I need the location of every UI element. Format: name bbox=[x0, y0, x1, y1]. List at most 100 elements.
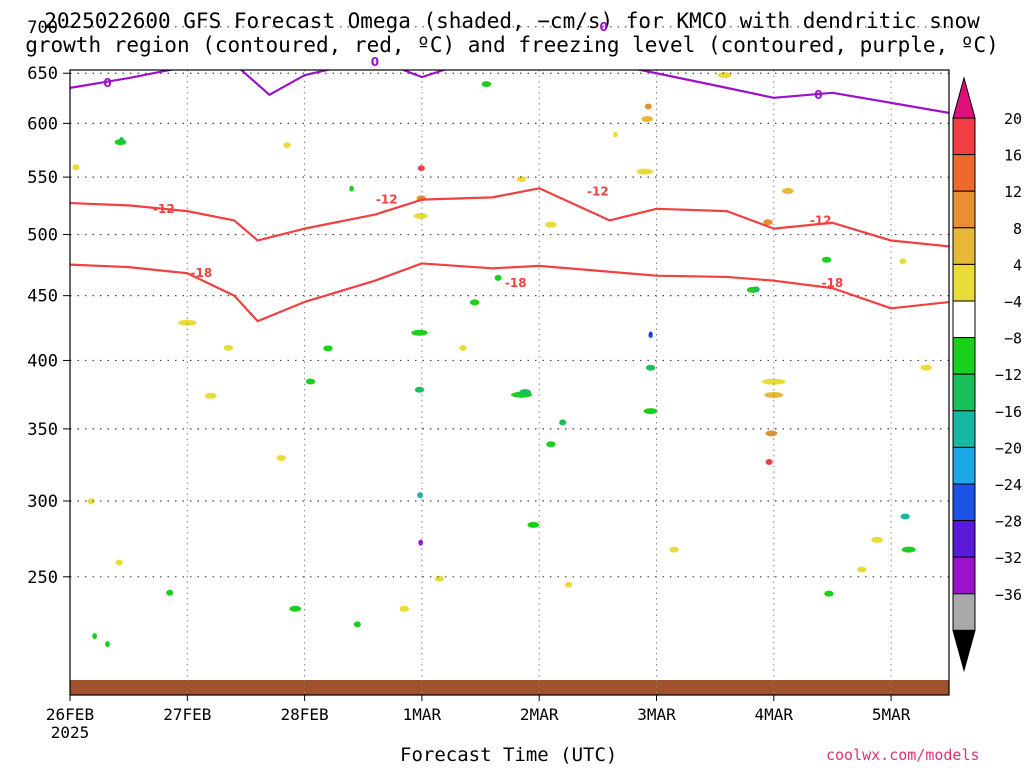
omega-cell bbox=[648, 331, 653, 338]
colorbar-swatch bbox=[952, 483, 976, 522]
grid-lines bbox=[69, 26, 949, 695]
omega-cell bbox=[469, 299, 480, 306]
colorbar-label: −28 bbox=[995, 513, 1022, 531]
omega-cell bbox=[289, 605, 302, 612]
ground-strip bbox=[70, 680, 949, 695]
omega-cell bbox=[418, 539, 424, 546]
colorbar-swatch bbox=[952, 373, 976, 412]
x-tick-label: 27FEB bbox=[163, 705, 211, 724]
omega-cell bbox=[527, 521, 540, 528]
omega-cell bbox=[871, 536, 883, 543]
colorbar-bottom-arrow bbox=[952, 629, 976, 673]
y-tick-label: 500 bbox=[27, 226, 58, 246]
contour-label: -18 bbox=[822, 276, 844, 290]
omega-cell bbox=[645, 364, 656, 371]
omega-cell bbox=[763, 219, 773, 226]
colorbar-label: −4 bbox=[1004, 293, 1022, 311]
omega-cell bbox=[613, 131, 618, 138]
contour-label: 0 bbox=[814, 88, 822, 102]
omega-cell bbox=[481, 81, 492, 88]
omega-shading bbox=[70, 24, 949, 695]
omega-cell bbox=[353, 621, 361, 628]
omega-cell bbox=[821, 256, 832, 263]
omega-cell bbox=[793, 63, 802, 69]
omega-cell bbox=[782, 187, 794, 194]
omega-cell bbox=[641, 115, 653, 122]
omega-cell bbox=[459, 344, 467, 351]
y-tick-label: 600 bbox=[27, 114, 58, 134]
omega-cell bbox=[920, 364, 933, 371]
contour-label: -12 bbox=[376, 193, 398, 207]
omega-cell bbox=[305, 378, 316, 385]
colorbar-label: 8 bbox=[1013, 220, 1022, 238]
credit-link[interactable]: coolwx.com/models bbox=[826, 746, 980, 764]
chart-title-line1: 2025022600 GFS Forecast Omega (shaded, −… bbox=[44, 9, 980, 33]
omega-cell bbox=[223, 344, 234, 351]
colorbar-swatch bbox=[952, 227, 976, 265]
omega-cell bbox=[437, 43, 442, 49]
contour-minus12 bbox=[70, 187, 949, 248]
y-tick-label: 450 bbox=[27, 287, 58, 307]
y-tick-label: 400 bbox=[27, 351, 58, 371]
colorbar-label: −36 bbox=[995, 586, 1022, 604]
omega-cell bbox=[87, 498, 95, 505]
omega-cell bbox=[643, 408, 658, 415]
omega-cell bbox=[92, 633, 97, 640]
contour-label: 0 bbox=[600, 20, 608, 34]
colorbar-swatch bbox=[952, 154, 976, 192]
colorbar-label: −24 bbox=[995, 476, 1022, 494]
y-tick-label: 550 bbox=[27, 168, 58, 188]
colorbar-label: −20 bbox=[995, 439, 1022, 457]
omega-cell bbox=[735, 24, 742, 30]
colorbar-label: 4 bbox=[1013, 256, 1022, 274]
x-tick-label: 4MAR bbox=[755, 705, 794, 724]
omega-cell bbox=[762, 378, 786, 385]
colorbar-swatch bbox=[952, 520, 976, 558]
y-tick-label: 650 bbox=[27, 64, 58, 84]
contour-label: 0 bbox=[371, 55, 379, 69]
contour-lines bbox=[70, 70, 949, 323]
colorbar: 20 16 12 8 4 −4 −8 −12 −16 −20 −24 −28 −32 −36 bbox=[952, 76, 1022, 673]
x-tick-label: 3MAR bbox=[637, 705, 676, 724]
contour-minus18 bbox=[70, 262, 949, 323]
contour-labels: -18 -18 -18 -12 -12 -12 -12 0 0 0 0 bbox=[103, 20, 843, 290]
omega-cell bbox=[494, 274, 502, 281]
omega-cell bbox=[669, 546, 679, 553]
colorbar-label: −32 bbox=[995, 549, 1022, 567]
omega-cell bbox=[516, 175, 527, 182]
omega-cell bbox=[166, 589, 174, 596]
omega-cell bbox=[323, 345, 333, 352]
chart-title-line2: growth region (contoured, red, ºC) and f… bbox=[25, 33, 999, 57]
omega-cell bbox=[177, 319, 197, 326]
omega-cell bbox=[559, 419, 567, 426]
omega-cell bbox=[204, 392, 217, 399]
plot-frame bbox=[69, 69, 950, 696]
x-tick-label: 26FEB bbox=[46, 705, 94, 724]
omega-cell bbox=[105, 641, 110, 648]
y-tick-label: 250 bbox=[27, 568, 58, 588]
colorbar-swatch bbox=[952, 556, 976, 595]
contour-label: -18 bbox=[505, 276, 527, 290]
omega-cell bbox=[349, 185, 354, 192]
omega-cell bbox=[901, 546, 916, 553]
omega-cell bbox=[899, 47, 906, 53]
contour-0 bbox=[70, 70, 949, 115]
omega-cell bbox=[810, 53, 819, 59]
x-tick-label: 1MAR bbox=[403, 705, 442, 724]
colorbar-swatch bbox=[952, 190, 976, 229]
omega-cell bbox=[717, 72, 732, 79]
colorbar-swatch bbox=[952, 410, 976, 448]
contour-label: -12 bbox=[153, 202, 175, 216]
omega-cell bbox=[72, 164, 80, 171]
colorbar-swatch bbox=[952, 300, 976, 339]
colorbar-label: −8 bbox=[1004, 330, 1022, 348]
omega-cell bbox=[565, 581, 573, 588]
omega-cell bbox=[765, 458, 773, 465]
y-axis: 2503003504004505005506006507007508008509… bbox=[27, 18, 70, 588]
omega-cell bbox=[765, 430, 778, 437]
x-axis-title: Forecast Time (UTC) bbox=[400, 744, 618, 766]
omega-cell bbox=[824, 590, 834, 597]
omega-cell bbox=[752, 286, 760, 293]
omega-cell bbox=[899, 258, 907, 265]
